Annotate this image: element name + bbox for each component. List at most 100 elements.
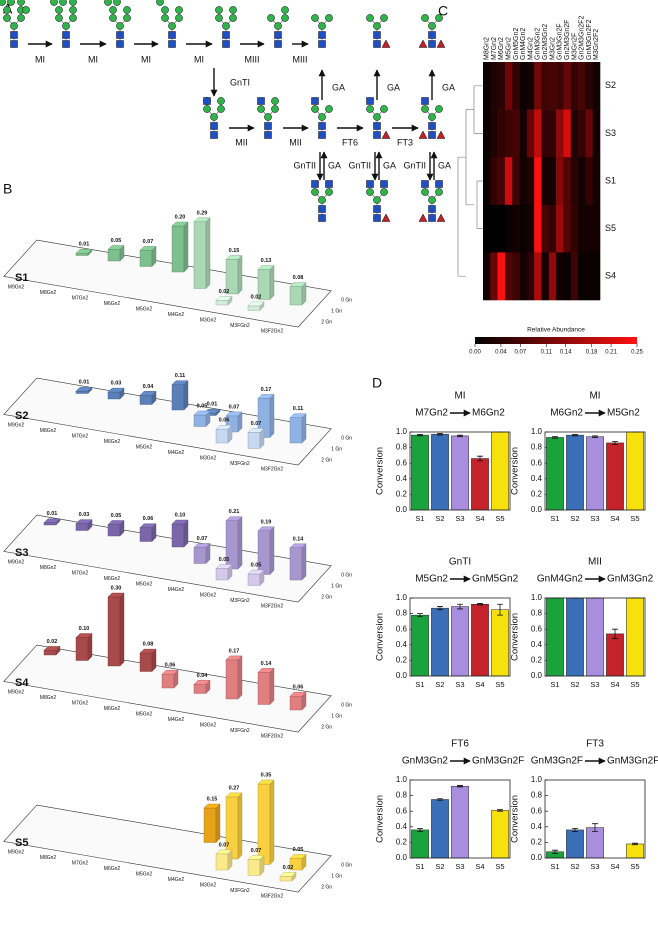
heatmap-cell bbox=[512, 109, 520, 158]
colorbar-tick-label: 0.07 bbox=[515, 350, 527, 356]
glycan-bond bbox=[260, 108, 276, 135]
column-label: M7Gn2 bbox=[491, 37, 498, 60]
glycan bbox=[418, 97, 446, 139]
x-tick-label: S5 bbox=[630, 680, 639, 689]
value-label: 0.19 bbox=[261, 519, 272, 525]
bar bbox=[451, 435, 469, 511]
mannose bbox=[10, 22, 18, 30]
value-label: 0.05 bbox=[219, 557, 230, 563]
glycan bbox=[418, 14, 446, 48]
value-label: 0.07 bbox=[143, 239, 154, 245]
y-tick-label: 0.6 bbox=[531, 458, 543, 467]
mannose bbox=[62, 22, 70, 30]
heatmap-cell bbox=[526, 204, 535, 253]
chart-title: GnTI bbox=[449, 557, 471, 568]
plot-frame bbox=[409, 431, 511, 511]
category-label: M3F2Gn2 bbox=[261, 894, 283, 900]
bar-3d bbox=[225, 516, 243, 570]
column-label: Gn2M3Gn2F2 bbox=[579, 16, 586, 60]
plot-frame bbox=[544, 597, 646, 677]
category-label: M7Gn2 bbox=[72, 571, 89, 577]
glcnac bbox=[274, 31, 282, 39]
mannose bbox=[116, 22, 124, 30]
x-tick-label: S4 bbox=[610, 514, 619, 523]
mannose bbox=[366, 14, 374, 22]
colorbar-tick-label: 0.18 bbox=[586, 350, 598, 356]
chart-title: S1 bbox=[15, 272, 28, 284]
glcnac bbox=[318, 214, 326, 222]
reaction-from: M6Gn2 bbox=[550, 408, 583, 419]
value-label: 0.30 bbox=[111, 585, 122, 591]
bar-side bbox=[269, 779, 275, 865]
mannose bbox=[281, 14, 289, 22]
y-tick-label: 0.0 bbox=[396, 671, 408, 680]
bar-front bbox=[247, 432, 261, 449]
x-tick-label: S2 bbox=[435, 514, 444, 523]
error-bar bbox=[417, 827, 423, 832]
column-label: M8Gn2 bbox=[484, 37, 491, 60]
colorbar-tick-label: 0.04 bbox=[495, 350, 507, 356]
x-tick-label: S4 bbox=[610, 862, 619, 871]
heatmap-cell bbox=[512, 252, 520, 301]
colorbar-tick-label: 0.14 bbox=[560, 350, 572, 356]
value-label: 0.06 bbox=[165, 663, 176, 669]
panel-label: C bbox=[438, 3, 448, 19]
value-label: 0.03 bbox=[111, 381, 122, 387]
bar-side bbox=[237, 792, 243, 860]
glcnac bbox=[62, 40, 70, 48]
value-label: 0.06 bbox=[219, 418, 230, 424]
bar-front bbox=[289, 417, 303, 444]
x-tick-label: S1 bbox=[550, 514, 559, 523]
heatmap-cell bbox=[519, 157, 528, 206]
y-axis-label: Conversion bbox=[375, 795, 386, 843]
bar bbox=[546, 437, 564, 511]
heatmap-cell bbox=[483, 252, 491, 301]
bar-side bbox=[259, 569, 265, 586]
bar-3d bbox=[289, 413, 307, 444]
colorbar-tick-label: 0.00 bbox=[469, 350, 481, 356]
value-label: 0.05 bbox=[197, 403, 208, 409]
glycan-bond bbox=[424, 17, 440, 44]
y-tick-label: 0.0 bbox=[396, 853, 408, 862]
heatmap-cell bbox=[570, 109, 579, 158]
fucose bbox=[436, 213, 446, 222]
glycan-bond bbox=[206, 108, 222, 135]
column-label: M3Gn2F2 bbox=[593, 29, 600, 60]
bar-3d bbox=[257, 779, 275, 865]
reaction-from: GnM4Gn2 bbox=[537, 574, 584, 585]
y-tick-label: 1.0 bbox=[396, 427, 408, 436]
mannose bbox=[325, 14, 333, 22]
dendrogram bbox=[476, 180, 483, 229]
glycan-bond bbox=[112, 17, 128, 44]
enzyme-label: GA bbox=[332, 82, 345, 92]
value-label: 0.20 bbox=[175, 214, 186, 220]
heatmap-cell bbox=[534, 109, 542, 158]
colorbar-label: Relative Abundance bbox=[527, 327, 585, 334]
category-label: M3Gn2 bbox=[200, 593, 217, 599]
bar-front bbox=[171, 384, 185, 411]
mannose bbox=[380, 105, 388, 113]
error-bar bbox=[552, 436, 558, 439]
value-label: 0.01 bbox=[47, 511, 58, 517]
fucose bbox=[381, 130, 391, 139]
heatmap-cell bbox=[534, 252, 542, 301]
bar-front bbox=[193, 547, 207, 564]
category-label: M9Gn2 bbox=[8, 560, 25, 566]
bar-side bbox=[87, 519, 93, 531]
bar bbox=[411, 829, 429, 859]
value-label: 0.13 bbox=[261, 258, 272, 264]
column-label: Gn2M3Gn2 bbox=[542, 24, 549, 60]
y-tick-label: 0.2 bbox=[531, 838, 543, 847]
column-label: M4Gn2 bbox=[527, 37, 534, 60]
mannose bbox=[421, 188, 429, 196]
bar bbox=[411, 614, 429, 677]
glycan-bond bbox=[314, 17, 330, 44]
heatmap-cell bbox=[592, 109, 601, 158]
bar-3d bbox=[161, 669, 179, 689]
glycan bbox=[156, 0, 183, 48]
bar-3d bbox=[247, 301, 265, 311]
mannose bbox=[215, 6, 223, 14]
category-label: M3FGn2 bbox=[230, 323, 250, 329]
row-label: S2 bbox=[605, 80, 616, 90]
error-bar-line bbox=[417, 613, 423, 618]
